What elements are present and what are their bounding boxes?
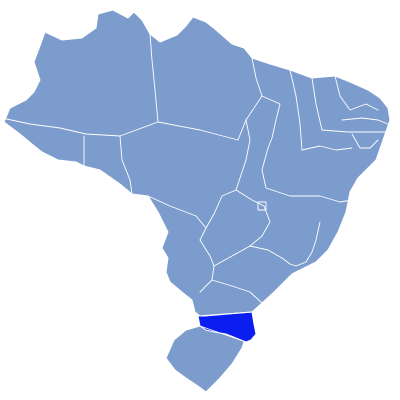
brazil-landmass [3,9,391,393]
state-borders [1,33,389,343]
